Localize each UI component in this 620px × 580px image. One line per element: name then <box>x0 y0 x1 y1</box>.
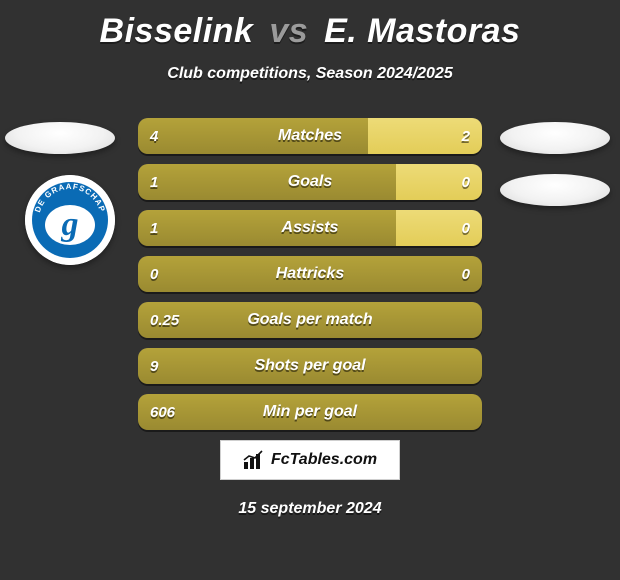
player1-name: Bisselink <box>100 12 254 50</box>
footer-date: 15 september 2024 <box>0 500 620 518</box>
stat-row: Min per goal606 <box>138 394 482 430</box>
player2-name: E. Mastoras <box>324 12 520 50</box>
vs-separator: vs <box>269 12 308 50</box>
brand-logo: FcTables.com <box>220 440 400 480</box>
stat-row: Hattricks00 <box>138 256 482 292</box>
svg-text:g: g <box>61 206 79 243</box>
brand-text: FcTables.com <box>271 451 377 469</box>
stat-row: Goals per match0.25 <box>138 302 482 338</box>
stats-bars: Matches42 Goals10 Assists10 Hattricks00 Goal… <box>138 118 482 440</box>
stat-row: Assists10 <box>138 210 482 246</box>
stat-row: Goals10 <box>138 164 482 200</box>
player1-placeholder-ellipse <box>5 122 115 154</box>
stat-row: Matches42 <box>138 118 482 154</box>
player2-placeholder-ellipse-2 <box>500 174 610 206</box>
stat-row: Shots per goal9 <box>138 348 482 384</box>
subtitle: Club competitions, Season 2024/2025 <box>0 65 620 83</box>
club-badge-de-graafschap: DE GRAAFSCHAP g <box>25 175 115 265</box>
page-title: Bisselink vs E. Mastoras <box>0 0 620 51</box>
chart-icon <box>243 450 265 470</box>
player2-placeholder-ellipse-1 <box>500 122 610 154</box>
